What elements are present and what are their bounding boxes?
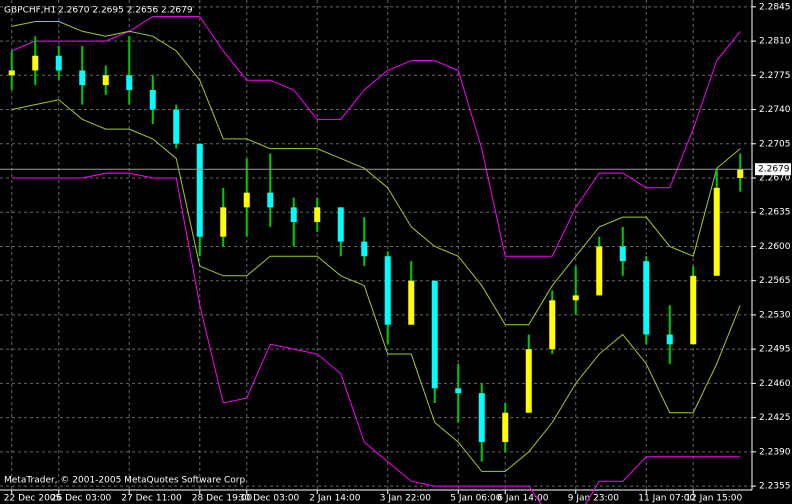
candle-body bbox=[408, 280, 415, 325]
x-tick-label: 28 Dec 19:00 bbox=[192, 494, 253, 504]
candle-body bbox=[8, 70, 15, 76]
y-tick-label: 2.2390 bbox=[759, 447, 791, 457]
candle-body bbox=[173, 109, 180, 144]
candle-body bbox=[549, 300, 556, 350]
candle-body bbox=[596, 246, 603, 296]
x-tick-label: 11 Jan 07:00 bbox=[638, 494, 695, 504]
y-tick-label: 2.2775 bbox=[759, 71, 791, 81]
candle-body bbox=[737, 169, 744, 179]
candle-body bbox=[55, 55, 62, 71]
candle-body bbox=[314, 207, 321, 223]
indicator-line bbox=[11, 99, 741, 472]
candle-body bbox=[196, 143, 203, 237]
candle-body bbox=[666, 334, 673, 345]
footer: MetaTrader, © 2001-2005 MetaQuotes Softw… bbox=[4, 476, 248, 486]
candle-body bbox=[149, 89, 156, 110]
x-tick-label: 26 Dec 03:00 bbox=[51, 494, 112, 504]
x-tick-label: 30 Dec 03:00 bbox=[239, 494, 300, 504]
candle-body bbox=[455, 388, 462, 394]
x-tick-label: 3 Jan 22:00 bbox=[380, 494, 432, 504]
y-tick-label: 2.2530 bbox=[759, 310, 791, 320]
y-tick-label: 2.2810 bbox=[759, 37, 791, 47]
y-tick-label: 2.2670 bbox=[759, 174, 791, 184]
chart-title: GBPCHF,H1 bbox=[4, 6, 56, 16]
candle-body bbox=[290, 207, 297, 223]
x-tick-label: 22 Dec 2005 bbox=[4, 494, 62, 504]
y-tick-label: 2.2495 bbox=[759, 345, 791, 355]
candle-body bbox=[337, 207, 344, 242]
indicator-line bbox=[11, 16, 741, 257]
candle-body bbox=[525, 349, 532, 413]
candle-body bbox=[267, 192, 274, 208]
candle-body bbox=[102, 75, 109, 86]
candle-body bbox=[690, 275, 697, 345]
y-tick-label: 2.2600 bbox=[759, 242, 791, 252]
candle-body bbox=[361, 241, 368, 257]
indicator-line bbox=[11, 21, 741, 326]
candle-body bbox=[220, 207, 227, 237]
chart-subtitle: 2.2670 2.2695 2.2656 2.2679 bbox=[58, 6, 193, 16]
y-tick-label: 2.2845 bbox=[759, 2, 791, 12]
candle-body bbox=[713, 187, 720, 276]
candle-body bbox=[478, 393, 485, 443]
candle-body bbox=[572, 295, 579, 301]
candle-body bbox=[79, 70, 86, 86]
candle-body bbox=[619, 246, 626, 262]
candle-body bbox=[243, 192, 250, 208]
last-price-label: 2.2679 bbox=[758, 165, 790, 175]
y-tick-label: 2.2460 bbox=[759, 379, 791, 389]
last-price-box bbox=[755, 163, 791, 176]
x-tick-label: 27 Dec 11:00 bbox=[121, 494, 182, 504]
candle-body bbox=[502, 412, 509, 443]
indicator-line bbox=[11, 172, 741, 504]
candle-body bbox=[32, 55, 39, 71]
y-tick-label: 2.2705 bbox=[759, 139, 791, 149]
y-tick-label: 2.2565 bbox=[759, 276, 791, 286]
x-tick-label: 5 Jan 06:00 bbox=[450, 494, 502, 504]
y-tick-label: 2.2740 bbox=[759, 105, 791, 115]
candle-body bbox=[643, 261, 650, 335]
candle-body bbox=[126, 75, 133, 90]
x-tick-label: 6 Jan 14:00 bbox=[497, 494, 549, 504]
x-tick-label: 12 Jan 15:00 bbox=[685, 494, 742, 504]
candle-body bbox=[431, 280, 438, 389]
x-tick-label: 9 Jan 23:00 bbox=[568, 494, 620, 504]
y-tick-label: 2.2635 bbox=[759, 208, 791, 218]
y-tick-label: 2.2355 bbox=[759, 482, 791, 492]
x-tick-label: 2 Jan 14:00 bbox=[309, 494, 361, 504]
y-tick-label: 2.2425 bbox=[759, 413, 791, 423]
candle-body bbox=[384, 256, 391, 325]
